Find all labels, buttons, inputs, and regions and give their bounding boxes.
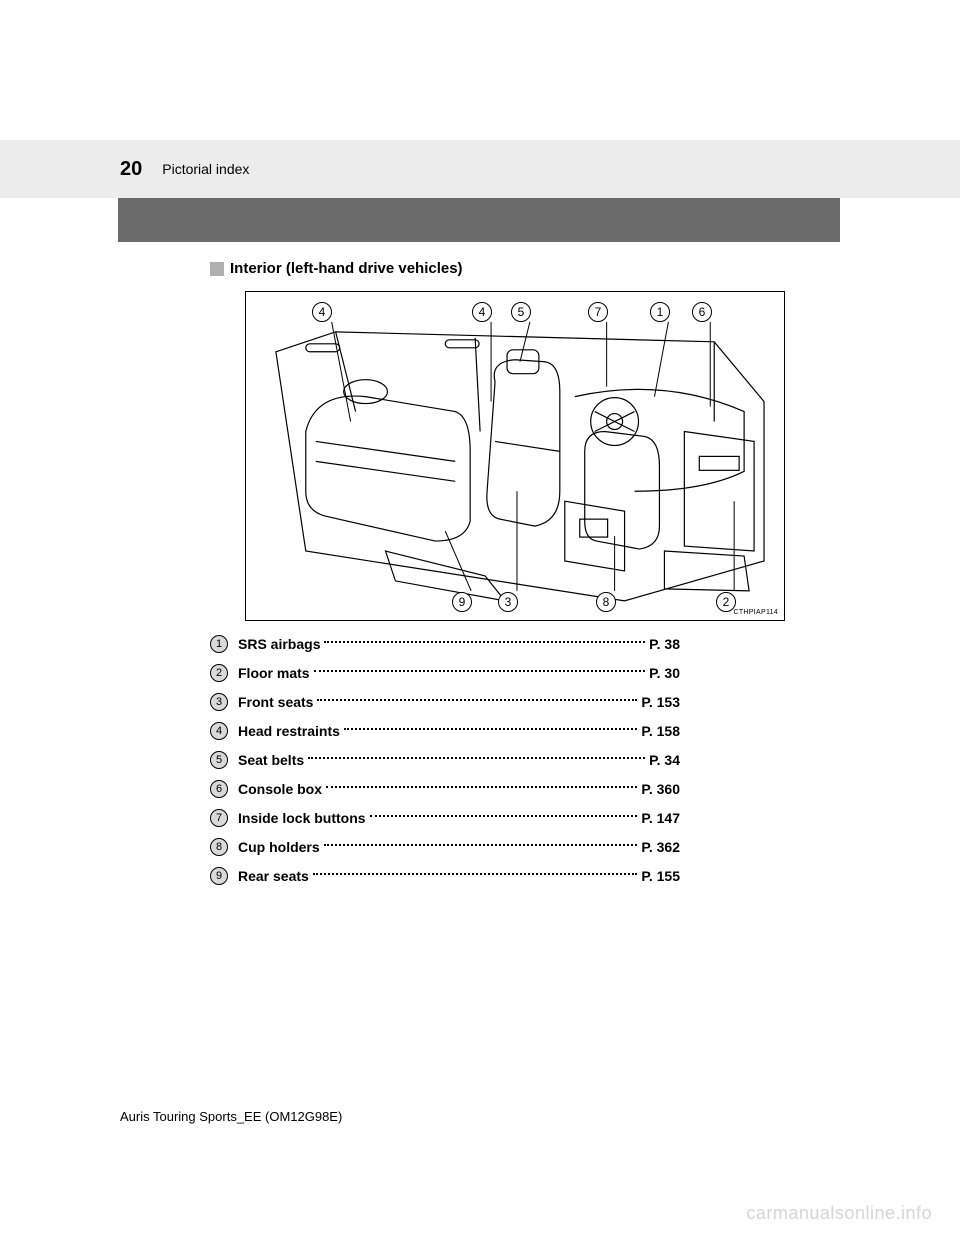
index-label: Head restraints	[238, 723, 340, 739]
index-row: 8 Cup holders P. 362	[210, 838, 820, 856]
callout-badge: 8	[596, 592, 616, 612]
callout-badge: 2	[716, 592, 736, 612]
index-page: P. 38	[649, 636, 820, 652]
index-row: 4 Head restraints P. 158	[210, 722, 820, 740]
callout-badge: 5	[511, 302, 531, 322]
index-label: Front seats	[238, 694, 313, 710]
header-bar: 20 Pictorial index	[0, 140, 960, 198]
index-row: 5 Seat belts P. 34	[210, 751, 820, 769]
index-page: P. 30	[649, 665, 820, 681]
index-row: 7 Inside lock buttons P. 147	[210, 809, 820, 827]
section-band	[118, 198, 840, 242]
index-row: 2 Floor mats P. 30	[210, 664, 820, 682]
index-label: Seat belts	[238, 752, 304, 768]
index-page: P. 147	[641, 810, 820, 826]
leader-dots	[324, 844, 638, 846]
index-badge: 4	[210, 722, 228, 740]
index-label: Cup holders	[238, 839, 320, 855]
leader-dots	[317, 699, 637, 701]
index-row: 9 Rear seats P. 155	[210, 867, 820, 885]
index-label: SRS airbags	[238, 636, 320, 652]
index-badge: 3	[210, 693, 228, 711]
index-page: P. 362	[641, 839, 820, 855]
interior-diagram: CTHPIAP114 4457169382	[245, 291, 785, 621]
callout-badge: 7	[588, 302, 608, 322]
index-page: P. 34	[649, 752, 820, 768]
leader-dots	[313, 873, 638, 875]
index-page: P. 360	[641, 781, 820, 797]
index-list: 1 SRS airbags P. 38 2 Floor mats P. 30 3 Front …	[210, 635, 820, 885]
page-number: 20	[120, 158, 142, 181]
leader-dots	[308, 757, 645, 759]
footer-text: Auris Touring Sports_EE (OM12G98E)	[120, 1109, 342, 1124]
page: 20 Pictorial index Interior (left-hand d…	[0, 0, 960, 1242]
index-badge: 7	[210, 809, 228, 827]
index-badge: 1	[210, 635, 228, 653]
leader-dots	[326, 786, 637, 788]
index-label: Floor mats	[238, 665, 310, 681]
callout-badge: 4	[472, 302, 492, 322]
leader-dots	[324, 641, 645, 643]
heading-text: Interior (left-hand drive vehicles)	[230, 260, 463, 277]
index-row: 6 Console box P. 360	[210, 780, 820, 798]
content-area: Interior (left-hand drive vehicles)	[210, 260, 820, 896]
index-badge: 2	[210, 664, 228, 682]
bullet-square-icon	[210, 262, 224, 276]
section-label: Pictorial index	[162, 161, 249, 177]
index-row: 1 SRS airbags P. 38	[210, 635, 820, 653]
watermark-text: carmanualsonline.info	[746, 1203, 932, 1224]
leader-dots	[314, 670, 646, 672]
leader-dots	[370, 815, 638, 817]
index-badge: 6	[210, 780, 228, 798]
index-badge: 9	[210, 867, 228, 885]
index-badge: 8	[210, 838, 228, 856]
index-page: P. 155	[641, 868, 820, 884]
index-label: Console box	[238, 781, 322, 797]
interior-lineart-icon	[246, 292, 784, 621]
callout-badge: 4	[312, 302, 332, 322]
callout-badge: 6	[692, 302, 712, 322]
index-badge: 5	[210, 751, 228, 769]
index-row: 3 Front seats P. 153	[210, 693, 820, 711]
index-page: P. 158	[641, 723, 820, 739]
callout-badge: 9	[452, 592, 472, 612]
index-label: Rear seats	[238, 868, 309, 884]
index-page: P. 153	[641, 694, 820, 710]
leader-dots	[344, 728, 637, 730]
callout-badge: 1	[650, 302, 670, 322]
heading-row: Interior (left-hand drive vehicles)	[210, 260, 820, 277]
diagram-code: CTHPIAP114	[734, 609, 779, 616]
callout-badge: 3	[498, 592, 518, 612]
index-label: Inside lock buttons	[238, 810, 366, 826]
